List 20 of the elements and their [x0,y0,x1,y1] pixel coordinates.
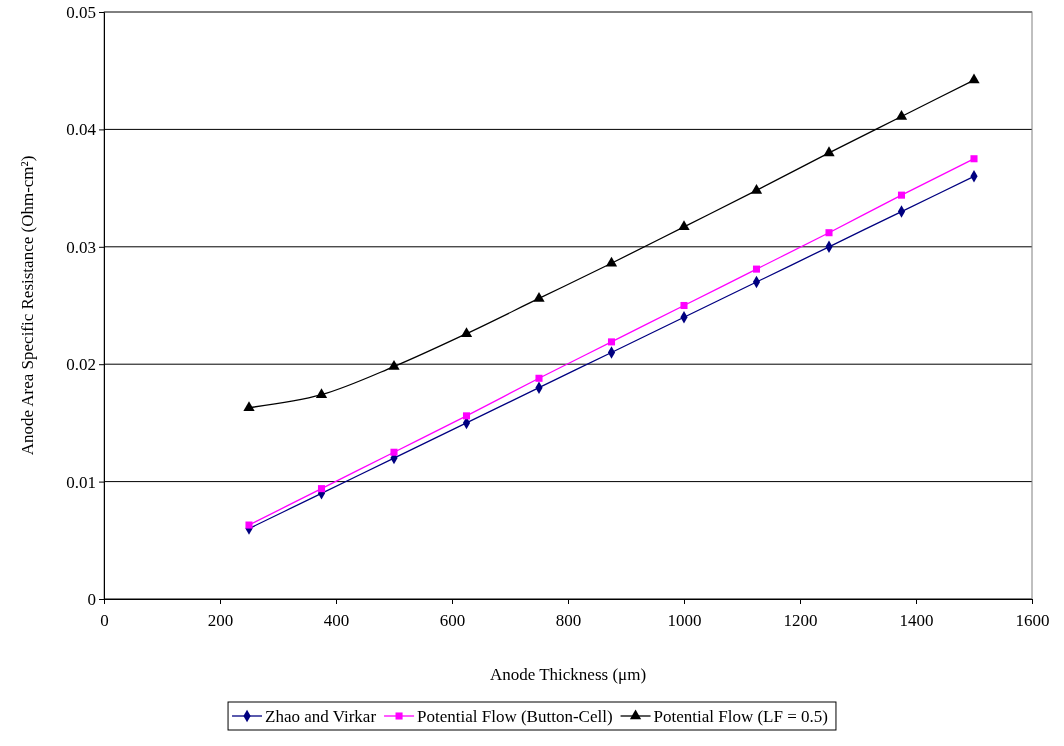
x-tick-label: 400 [323,610,350,630]
y-tick-label: 0.04 [66,120,97,140]
x-tick-label: 1400 [899,610,934,630]
x-tick-label: 1000 [667,610,702,630]
x-axis-title: Anode Thickness (μm) [489,665,647,684]
legend-label: Zhao and Virkar [265,707,377,726]
x-tick-label: 600 [439,610,466,630]
y-tick-label: 0.05 [66,2,96,22]
x-tick-label: 1200 [783,610,818,630]
x-tick-label: 0 [100,610,109,630]
x-tick-label: 200 [207,610,234,630]
y-axis-title: Anode Area Specific Resistance (Ohm-cm²) [18,155,37,456]
y-tick-label: 0.02 [66,355,96,375]
legend-label: Potential Flow (Button-Cell) [417,707,613,726]
legend-label: Potential Flow (LF = 0.5) [653,707,828,726]
y-tick-label: 0.03 [66,237,96,257]
y-tick-label: 0.01 [66,472,96,492]
y-tick-label: 0 [87,589,96,609]
x-tick-label: 800 [555,610,582,630]
x-tick-label: 1600 [1015,610,1050,630]
